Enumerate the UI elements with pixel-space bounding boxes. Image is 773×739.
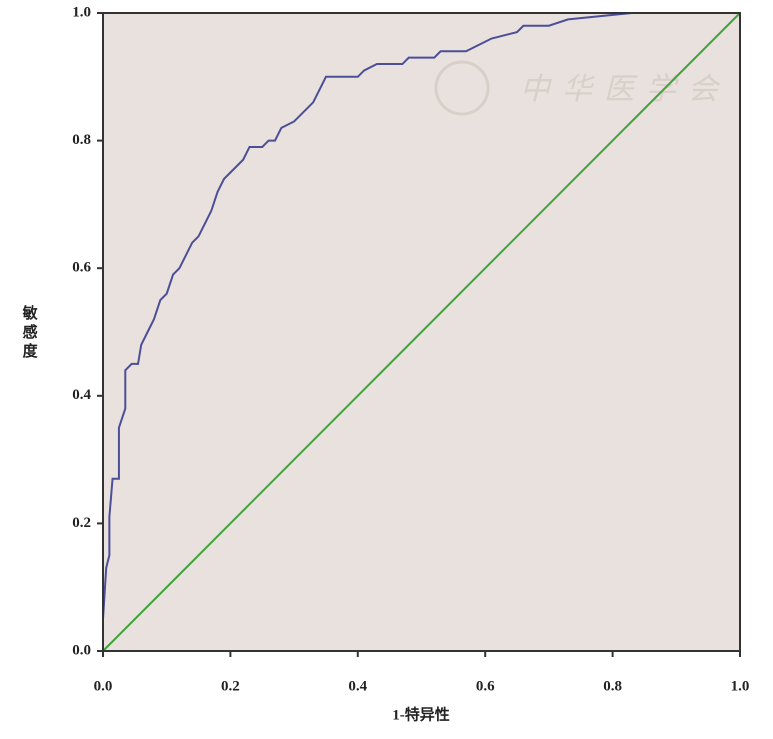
y-tick-label: 0.0 (72, 642, 91, 658)
x-tick-label: 0.4 (348, 678, 367, 694)
y-tick-label: 0.6 (72, 260, 91, 276)
y-tick-label: 0.4 (72, 387, 91, 403)
x-tick-label: 1.0 (731, 678, 750, 694)
watermark: 中华医学会 (520, 73, 730, 106)
y-tick-label: 1.0 (72, 4, 91, 20)
y-tick-label: 0.8 (72, 132, 91, 148)
y-tick-label: 0.2 (72, 515, 91, 531)
series-line (102, 12, 740, 651)
x-tick-label: 0.0 (94, 678, 113, 694)
plot-frame (102, 12, 741, 652)
series-line (102, 12, 741, 652)
y-axis-label: 敏感度 (21, 304, 39, 362)
x-tick-label: 0.2 (221, 678, 240, 694)
x-axis-label: 1-特异性 (392, 705, 450, 723)
x-tick-label: 0.6 (476, 678, 495, 694)
watermark-logo (434, 60, 490, 116)
x-tick-label: 0.8 (603, 678, 622, 694)
